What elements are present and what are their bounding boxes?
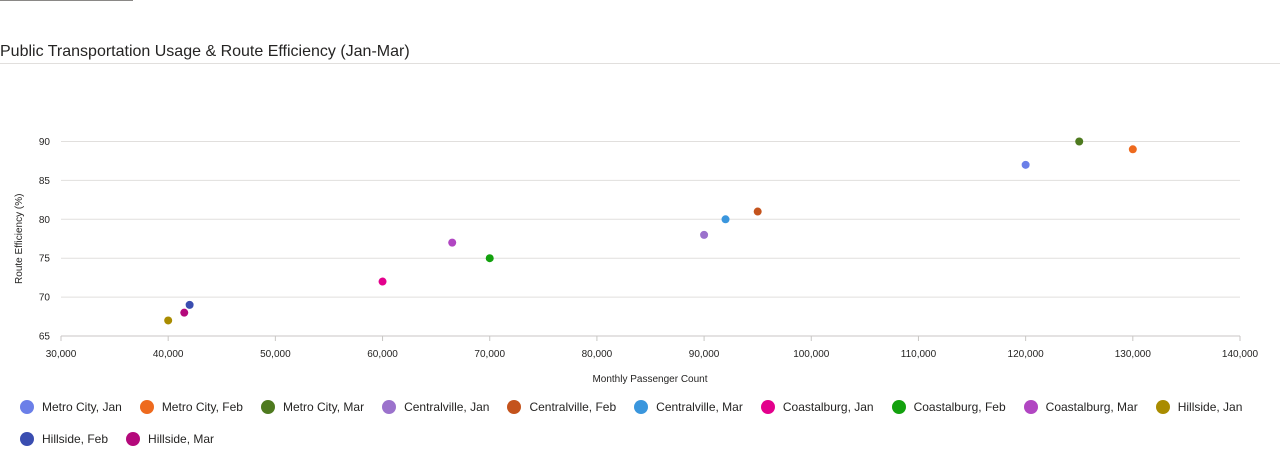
data-point — [180, 308, 189, 317]
legend-swatch — [891, 400, 906, 414]
x-tick-label: 120,000 — [1008, 349, 1045, 360]
legend-swatch — [1155, 400, 1170, 414]
legend-label: Coastalburg, Feb — [913, 400, 1006, 414]
data-point — [1075, 137, 1084, 146]
legend-label: Hillside, Feb — [42, 432, 109, 446]
legend-label: Metro City, Jan — [42, 400, 122, 414]
chart-title: Public Transportation Usage & Route Effi… — [0, 43, 410, 60]
legend-label: Coastalburg, Mar — [1045, 400, 1138, 414]
x-tick-label: 60,000 — [367, 349, 398, 360]
legend-swatch — [20, 400, 34, 414]
data-point — [1021, 160, 1030, 169]
y-tick-label: 90 — [39, 137, 51, 148]
legend-swatch — [126, 432, 141, 446]
legend-item[interactable]: Metro City, Feb — [139, 397, 243, 417]
x-axis-title: Monthly Passenger Count — [592, 374, 707, 385]
legend-label: Metro City, Mar — [282, 400, 365, 414]
x-tick-label: 90,000 — [689, 349, 720, 360]
legend-swatch — [507, 400, 522, 414]
y-tick-label: 70 — [39, 293, 51, 304]
data-point — [448, 238, 457, 247]
data-point — [1128, 145, 1137, 154]
data-point — [721, 215, 730, 224]
data-point — [485, 254, 494, 263]
legend-item[interactable]: Coastalburg, Jan — [760, 397, 874, 417]
legend-item[interactable]: Centralville, Jan — [382, 397, 489, 417]
chart-legend: Metro City, Jan Metro City, Feb Metro City… — [20, 397, 1270, 449]
data-point — [753, 207, 762, 216]
x-tick-label: 50,000 — [260, 349, 291, 360]
data-point — [164, 316, 173, 325]
x-tick-label: 40,000 — [153, 349, 184, 360]
legend-swatch — [1023, 400, 1038, 414]
legend-label: Centralville, Feb — [529, 400, 617, 414]
legend-swatch — [382, 400, 397, 414]
x-tick-label: 70,000 — [474, 349, 505, 360]
page-tab-indicator — [0, 0, 133, 1]
x-tick-label: 110,000 — [901, 349, 937, 360]
legend-swatch — [20, 432, 34, 446]
y-axis-title: Route Efficiency (%) — [14, 194, 25, 284]
y-tick-label: 65 — [39, 332, 51, 343]
legend-item[interactable]: Metro City, Jan — [20, 397, 122, 417]
data-point — [185, 300, 194, 309]
legend-swatch — [634, 400, 649, 414]
legend-item[interactable]: Hillside, Jan — [1155, 397, 1243, 417]
x-tick-label: 100,000 — [793, 349, 830, 360]
x-tick-label: 140,000 — [1222, 349, 1259, 360]
legend-item[interactable]: Metro City, Mar — [260, 397, 365, 417]
legend-swatch — [260, 400, 275, 414]
x-tick-label: 80,000 — [582, 349, 613, 360]
legend-item[interactable]: Centralville, Mar — [634, 397, 743, 417]
legend-item[interactable]: Coastalburg, Mar — [1023, 397, 1138, 417]
legend-label: Hillside, Mar — [148, 432, 215, 446]
data-point — [378, 277, 387, 286]
legend-item[interactable]: Hillside, Feb — [20, 429, 108, 449]
legend-item[interactable]: Coastalburg, Feb — [891, 397, 1006, 417]
data-point — [700, 230, 709, 239]
legend-label: Centralville, Mar — [656, 400, 743, 414]
y-tick-label: 85 — [39, 176, 51, 187]
legend-swatch — [139, 400, 154, 414]
legend-label: Metro City, Feb — [161, 400, 243, 414]
legend-label: Hillside, Jan — [1177, 400, 1243, 414]
title-divider — [0, 63, 1280, 64]
legend-swatch — [760, 400, 775, 414]
y-tick-label: 80 — [39, 215, 51, 226]
y-tick-label: 75 — [39, 254, 51, 265]
legend-label: Coastalburg, Jan — [782, 400, 874, 414]
legend-item[interactable]: Hillside, Mar — [126, 429, 214, 449]
x-tick-label: 130,000 — [1115, 349, 1152, 360]
legend-item[interactable]: Centralville, Feb — [507, 397, 616, 417]
x-tick-label: 30,000 — [46, 349, 77, 360]
legend-label: Centralville, Jan — [404, 400, 490, 414]
